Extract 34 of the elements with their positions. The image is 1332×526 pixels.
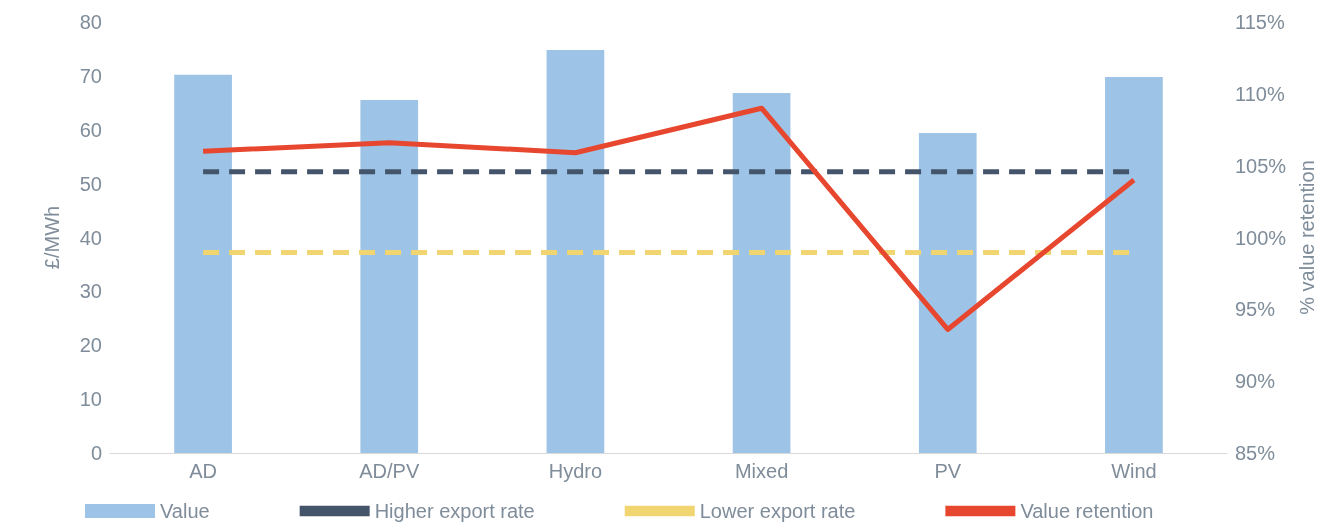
bar (732, 93, 791, 453)
legend-label: Higher export rate (374, 500, 535, 522)
y2-tick-label: 105% (1235, 154, 1287, 177)
y2-axis-title: % value retention (1296, 160, 1319, 315)
x-tick-label: PV (934, 460, 962, 482)
y-tick-label: 10 (79, 388, 102, 411)
bar (174, 74, 232, 453)
y-tick-label: 40 (79, 226, 102, 249)
y-tick-label: 70 (79, 64, 102, 87)
y-tick-label: 80 (79, 11, 102, 33)
x-tick-label: AD (189, 460, 217, 482)
y-tick-label: 30 (79, 280, 102, 303)
x-tick-label: Mixed (734, 460, 789, 482)
y2-tick-label: 95% (1235, 298, 1276, 321)
y2-tick-label: 90% (1235, 370, 1276, 393)
y2-tick-label: 115% (1235, 11, 1285, 33)
y-tick-label: 0 (90, 442, 102, 464)
legend-label: Lower export rate (699, 500, 856, 522)
y-tick-label: 50 (79, 172, 102, 195)
y2-tick-label: 110% (1235, 82, 1285, 105)
bar (1105, 76, 1163, 453)
y-tick-label: 20 (79, 334, 102, 357)
y-tick-label: 60 (79, 118, 102, 141)
legend-label: Value (160, 500, 210, 522)
x-tick-label: Hydro (548, 460, 603, 482)
x-tick-label: Wind (1111, 460, 1157, 482)
bar (360, 100, 419, 453)
bar (546, 50, 605, 453)
bar (918, 132, 977, 453)
y-axis-title: £/MWh (41, 205, 63, 270)
x-tick-label: AD/PV (359, 460, 420, 482)
legend-label: Value retention (1020, 500, 1154, 522)
y2-tick-label: 85% (1235, 442, 1276, 464)
y2-tick-label: 100% (1235, 226, 1287, 249)
